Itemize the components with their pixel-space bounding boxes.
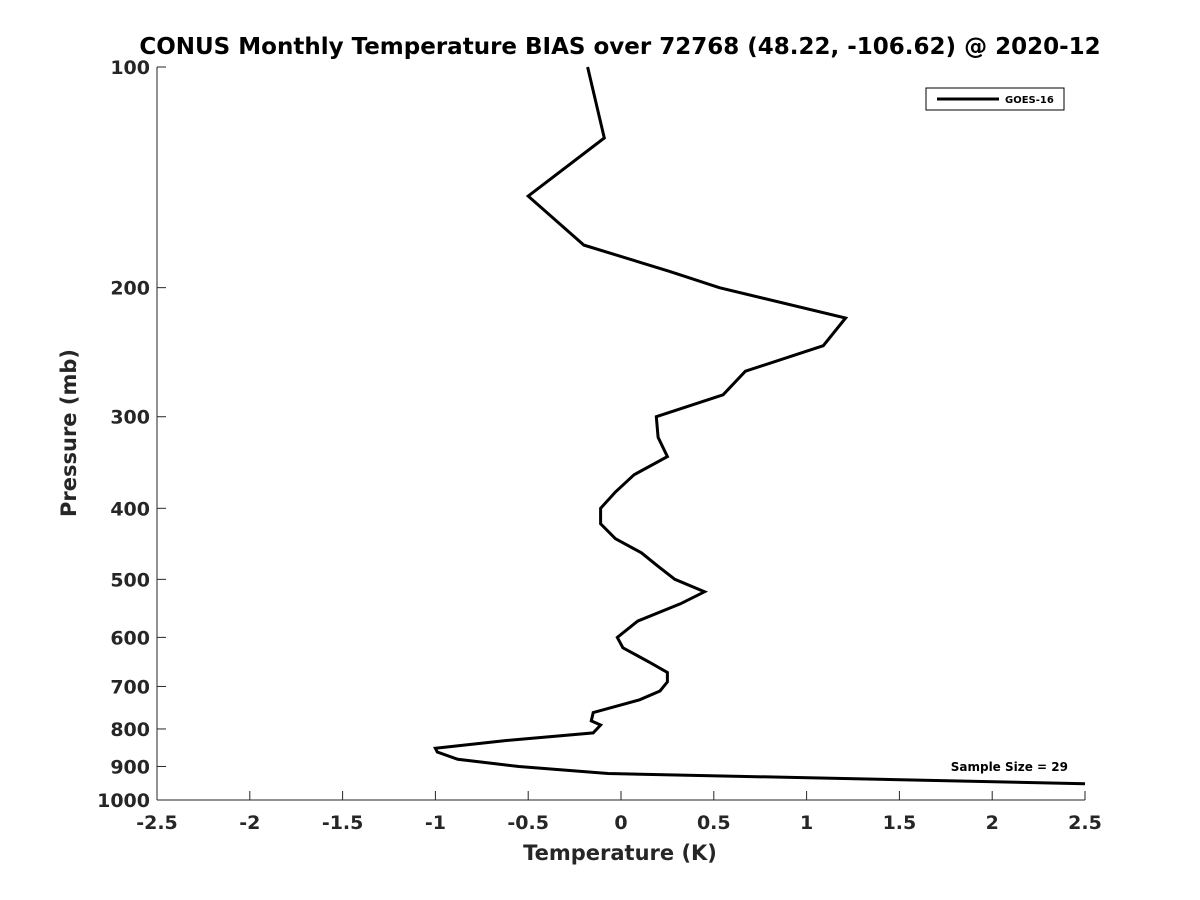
y-tick-label: 800: [110, 719, 150, 741]
x-tick-label: -2: [239, 812, 260, 834]
plot-area: -2.5 -2 -1.5 -1 -0.5 0 0.5 1 1.5 2 2.5 100 200 300 400…: [97, 57, 1102, 834]
y-tick-label: 1000: [97, 790, 150, 812]
x-tick-label: 0.5: [697, 812, 731, 834]
y-tick-label: 100: [110, 57, 150, 79]
x-tick-label: -2.5: [136, 812, 178, 834]
y-tick-label: 300: [110, 407, 150, 429]
x-tick-label: -1.5: [322, 812, 364, 834]
chart-title: CONUS Monthly Temperature BIAS over 7276…: [139, 34, 1100, 60]
legend: GOES-16: [925, 87, 1065, 111]
x-axis-label: Temperature (K): [523, 841, 717, 865]
x-tick-label: -0.5: [507, 812, 549, 834]
x-tick-label: -1: [425, 812, 446, 834]
series-line-goes-16: [433, 66, 1086, 786]
y-tick-label: 600: [110, 627, 150, 649]
sample-size-annotation: Sample Size = 29: [951, 760, 1068, 774]
y-tick-label: 400: [110, 498, 150, 520]
x-tick-label: 2.5: [1068, 812, 1102, 834]
y-tick-label: 900: [110, 756, 150, 778]
x-tick-label: 2: [986, 812, 999, 834]
y-tick-label: 700: [110, 676, 150, 698]
legend-label-goes-16: GOES-16: [1005, 95, 1054, 106]
x-tick-label: 1: [800, 812, 813, 834]
y-axis-label: Pressure (mb): [57, 349, 81, 517]
y-tick-label: 200: [110, 278, 150, 300]
y-tick-label: 500: [110, 569, 150, 591]
x-tick-label: 0: [614, 812, 627, 834]
x-tick-label: 1.5: [883, 812, 917, 834]
